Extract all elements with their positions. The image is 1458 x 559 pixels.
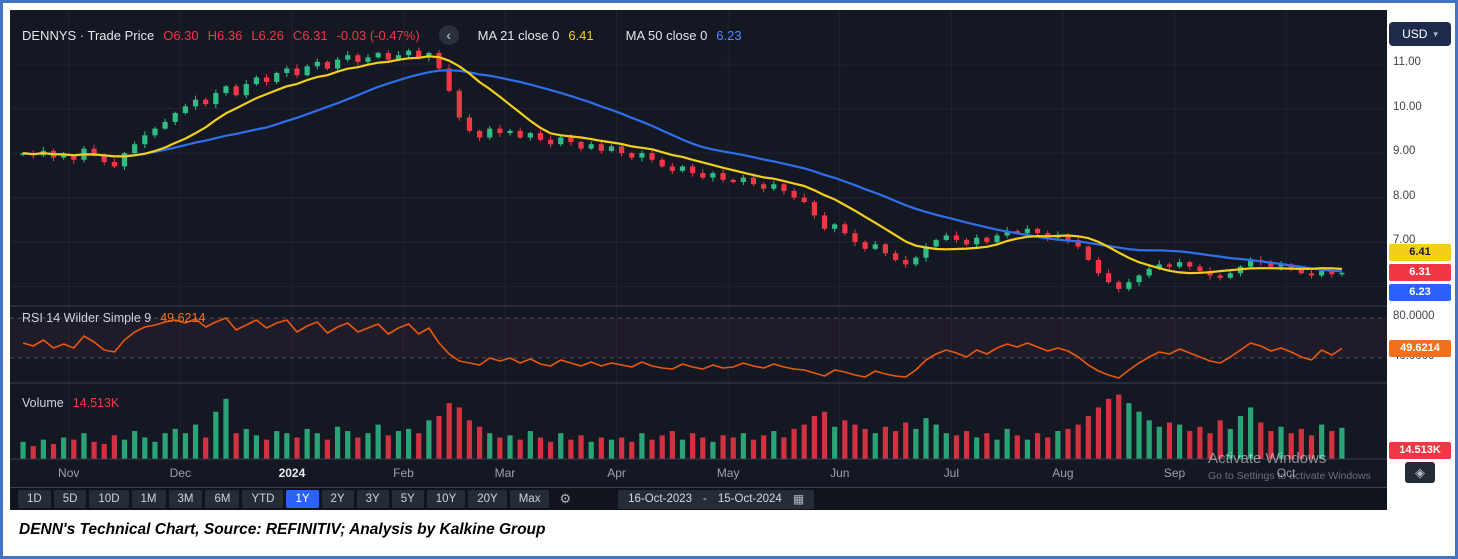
chevron-left-icon: ‹ [446, 27, 451, 43]
last-price-badge: 6.31 [1389, 264, 1451, 282]
change-value: -0.03 (-0.47%) [336, 27, 420, 43]
range-button-1d[interactable]: 1D [18, 490, 51, 508]
chart-app: Nov Dec 2024 Feb Mar Apr May Jun Jul Aug Sep Oct DE… [10, 10, 1387, 510]
x-axis-label: Mar [495, 466, 516, 480]
date-from: 16-Oct-2023 [628, 493, 693, 505]
chart-canvas[interactable]: Nov Dec 2024 Feb Mar Apr May Jun Jul Aug Sep Oct [10, 10, 1387, 487]
volume-label: Volume [22, 396, 64, 410]
caption-text: DENN's Technical Chart, Source: REFINITI… [19, 521, 546, 538]
range-button-max[interactable]: Max [509, 490, 550, 508]
calendar-icon: ▦ [792, 492, 805, 506]
rsi-value: 49.6214 [160, 311, 206, 325]
rsi-legend: RSI 14 Wilder Simple 9 49.6214 [22, 311, 205, 325]
price-axis[interactable]: USD ▾ ◈ 11.00 10.00 9.00 8.00 7.00 6.41 6.31 6.… [1387, 10, 1454, 510]
x-axis-label: 2024 [279, 466, 306, 480]
range-button-5y[interactable]: 5Y [391, 490, 424, 508]
low-value: L6.26 [251, 27, 284, 43]
close-value: C6.31 [292, 27, 328, 43]
chevron-down-icon: ▾ [1433, 28, 1438, 39]
price-legend: DENNYS · Trade Price O6.30 H6.36 L6.26 C… [22, 25, 742, 45]
range-button-20y[interactable]: 20Y [468, 490, 507, 508]
x-axis-label: May [717, 466, 740, 480]
price-tick: 7.00 [1393, 234, 1416, 247]
gear-icon[interactable]: ⚙ [559, 491, 572, 506]
range-button-5d[interactable]: 5D [53, 490, 87, 508]
price-tick: 8.00 [1393, 189, 1416, 202]
range-button-10y[interactable]: 10Y [426, 490, 466, 508]
rsi-tick: 80.0000 [1393, 310, 1435, 322]
rsi-value-badge: 49.6214 [1389, 339, 1451, 357]
range-button-10d[interactable]: 10D [89, 490, 129, 508]
x-axis-label: Sep [1164, 466, 1186, 480]
x-axis-label: Feb [393, 466, 414, 480]
symbol-title: DENNYS · Trade Price [22, 27, 155, 43]
volume-value: 14.513K [72, 396, 120, 410]
x-axis-label: Dec [170, 466, 191, 480]
legend-collapse-button[interactable]: ‹ [438, 25, 459, 45]
x-axis-label: Apr [607, 466, 626, 480]
price-tick: 9.00 [1393, 145, 1416, 158]
x-axis-label: Oct [1277, 466, 1296, 480]
x-axis-label: Jul [944, 466, 959, 480]
range-toolbar: 1D 5D 10D 1M 3M 6M YTD 1Y 2Y 3Y 5Y 10Y 20Y Max ⚙ 16-O… [10, 487, 1387, 510]
high-value: H6.36 [207, 27, 243, 43]
range-button-2y[interactable]: 2Y [321, 490, 354, 508]
axis-settings-button[interactable]: ◈ [1405, 462, 1435, 483]
ma50-value: 6.23 [716, 27, 742, 43]
date-to: 15-Oct-2024 [717, 493, 782, 505]
price-tick: 10.00 [1393, 100, 1422, 113]
date-range-picker[interactable]: 16-Oct-2023 - 15-Oct-2024 ▦ [618, 489, 815, 509]
volume-value-badge: 14.513K [1389, 441, 1451, 459]
price-tick: 11.00 [1393, 56, 1421, 69]
volume-legend: Volume 14.513K [22, 396, 119, 410]
range-button-3m[interactable]: 3M [168, 490, 203, 508]
open-value: O6.30 [163, 27, 199, 43]
currency-button[interactable]: USD ▾ [1389, 22, 1451, 46]
date-separator: - [703, 493, 707, 505]
currency-label: USD [1402, 27, 1428, 41]
ma50-label: MA 50 close 0 [625, 27, 708, 43]
ma21-label: MA 21 close 0 [477, 27, 560, 43]
ma21-price-badge: 6.41 [1389, 244, 1451, 262]
x-axis-label: Aug [1052, 466, 1073, 480]
range-button-1y[interactable]: 1Y [286, 490, 319, 508]
x-axis-label: Nov [58, 466, 79, 480]
range-button-6m[interactable]: 6M [205, 490, 240, 508]
range-button-3y[interactable]: 3Y [356, 490, 389, 508]
range-button-1m[interactable]: 1M [131, 490, 166, 508]
x-axis-label: Jun [830, 466, 849, 480]
diamond-icon: ◈ [1415, 464, 1425, 480]
rsi-label: RSI 14 Wilder Simple 9 [22, 311, 152, 325]
range-button-ytd[interactable]: YTD [242, 490, 284, 508]
ma50-price-badge: 6.23 [1389, 284, 1451, 302]
range-buttons: 1D 5D 10D 1M 3M 6M YTD 1Y 2Y 3Y 5Y 10Y 20Y Max [18, 490, 550, 508]
ma21-value: 6.41 [568, 27, 594, 43]
